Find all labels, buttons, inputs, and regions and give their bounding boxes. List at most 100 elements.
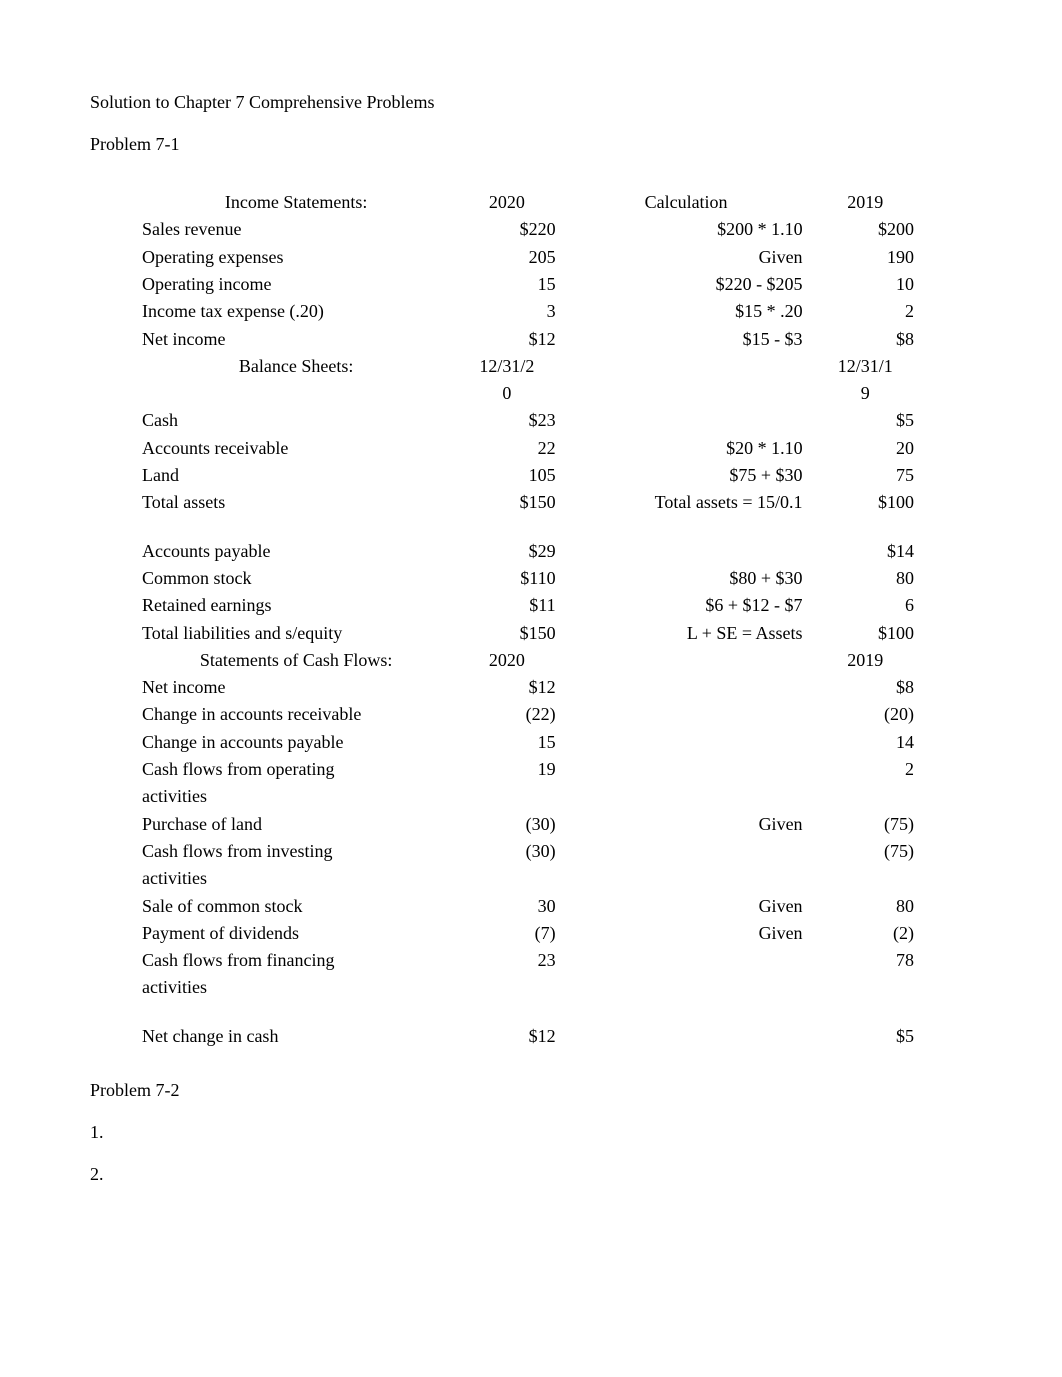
row-label: Net change in cash: [138, 1022, 454, 1049]
row-2020: [454, 974, 559, 1001]
row-2020: (30): [454, 810, 559, 837]
row-2020: $12: [454, 325, 559, 352]
row-2020: 19: [454, 756, 559, 783]
row-2019: $8: [813, 325, 918, 352]
row-calc: [560, 674, 813, 701]
row-calc: $80 + $30: [560, 564, 813, 591]
row-2019: $14: [813, 537, 918, 564]
row-2019: $5: [813, 1022, 918, 1049]
table-row: activities: [138, 783, 918, 810]
row-2020: $220: [454, 216, 559, 243]
row-2019: $5: [813, 407, 918, 434]
row-calc: [560, 783, 813, 810]
row-2019: $8: [813, 674, 918, 701]
row-label: Payment of dividends: [138, 919, 454, 946]
row-2020: $110: [454, 564, 559, 591]
row-calc: [560, 865, 813, 892]
row-label: activities: [138, 865, 454, 892]
row-label: Accounts receivable: [138, 434, 454, 461]
row-calc: Given: [560, 919, 813, 946]
row-2020: $11: [454, 592, 559, 619]
row-2019: 80: [813, 892, 918, 919]
row-2020: [454, 783, 559, 810]
row-2020: $150: [454, 489, 559, 516]
col-2019-date-b: 9: [813, 380, 918, 407]
row-label: Net income: [138, 325, 454, 352]
table-header-row: Statements of Cash Flows: 2020 2019: [138, 646, 918, 673]
table-header-row: 0 9: [138, 380, 918, 407]
row-label: Total assets: [138, 489, 454, 516]
row-2020: 30: [454, 892, 559, 919]
row-2020: (30): [454, 837, 559, 864]
problem-7-2-label: Problem 7-2: [90, 1078, 982, 1102]
list-item: 2.: [90, 1162, 982, 1186]
table-header-row: Balance Sheets: 12/31/2 12/31/1: [138, 352, 918, 379]
row-label: Cash flows from investing: [138, 837, 454, 864]
row-2019: [813, 865, 918, 892]
balance-sheets-header: Balance Sheets:: [138, 352, 454, 379]
row-2019: (20): [813, 701, 918, 728]
row-2019: 78: [813, 947, 918, 974]
row-2020: 3: [454, 298, 559, 325]
row-label: Operating expenses: [138, 243, 454, 270]
table-row: Land 105 $75 + $30 75: [138, 462, 918, 489]
row-label: Change in accounts receivable: [138, 701, 454, 728]
table-row: activities: [138, 974, 918, 1001]
row-2020: 23: [454, 947, 559, 974]
row-label: activities: [138, 783, 454, 810]
row-label: Sales revenue: [138, 216, 454, 243]
row-2019: 190: [813, 243, 918, 270]
table-row: Change in accounts receivable (22) (20): [138, 701, 918, 728]
table-row: Net income $12 $15 - $3 $8: [138, 325, 918, 352]
row-label: Cash flows from financing: [138, 947, 454, 974]
row-2020: 15: [454, 728, 559, 755]
row-calc: [560, 947, 813, 974]
col-2019-date-a: 12/31/1: [813, 352, 918, 379]
row-calc: $15 * .20: [560, 298, 813, 325]
row-2019: $200: [813, 216, 918, 243]
table-row: Retained earnings $11 $6 + $12 - $7 6: [138, 592, 918, 619]
blank-row: [138, 516, 918, 537]
row-2019: 20: [813, 434, 918, 461]
row-calc: $15 - $3: [560, 325, 813, 352]
row-2020: (22): [454, 701, 559, 728]
problem-7-1-label: Problem 7-1: [90, 132, 982, 156]
row-label: activities: [138, 974, 454, 1001]
row-calc: [560, 837, 813, 864]
row-calc: $220 - $205: [560, 270, 813, 297]
col-2020-header: 2020: [454, 189, 559, 216]
row-calc: [560, 537, 813, 564]
table-row: Net change in cash $12 $5: [138, 1022, 918, 1049]
row-label: Purchase of land: [138, 810, 454, 837]
row-label: Cash flows from operating: [138, 756, 454, 783]
row-2020: $12: [454, 674, 559, 701]
row-2020: $12: [454, 1022, 559, 1049]
col-2020-date-b: 0: [454, 380, 559, 407]
row-2019: 6: [813, 592, 918, 619]
row-2019: 80: [813, 564, 918, 591]
table-row: Cash flows from investing (30) (75): [138, 837, 918, 864]
table-row: Cash $23 $5: [138, 407, 918, 434]
row-calc: $6 + $12 - $7: [560, 592, 813, 619]
blank-row: [138, 1001, 918, 1022]
table-row: Total assets $150 Total assets = 15/0.1 …: [138, 489, 918, 516]
row-calc: Given: [560, 810, 813, 837]
row-2019: 14: [813, 728, 918, 755]
row-2019: (75): [813, 837, 918, 864]
row-2020: 105: [454, 462, 559, 489]
row-label: Land: [138, 462, 454, 489]
row-calc: Given: [560, 892, 813, 919]
row-2019: [813, 783, 918, 810]
row-2020: 15: [454, 270, 559, 297]
list-item: 1.: [90, 1120, 982, 1144]
row-label: Change in accounts payable: [138, 728, 454, 755]
row-calc: L + SE = Assets: [560, 619, 813, 646]
row-label: Total liabilities and s/equity: [138, 619, 454, 646]
row-2019: (75): [813, 810, 918, 837]
table-row: Cash flows from operating 19 2: [138, 756, 918, 783]
row-2019: 10: [813, 270, 918, 297]
row-2020: $29: [454, 537, 559, 564]
table-row: Sale of common stock 30 Given 80: [138, 892, 918, 919]
row-calc: [560, 728, 813, 755]
table-row: Purchase of land (30) Given (75): [138, 810, 918, 837]
